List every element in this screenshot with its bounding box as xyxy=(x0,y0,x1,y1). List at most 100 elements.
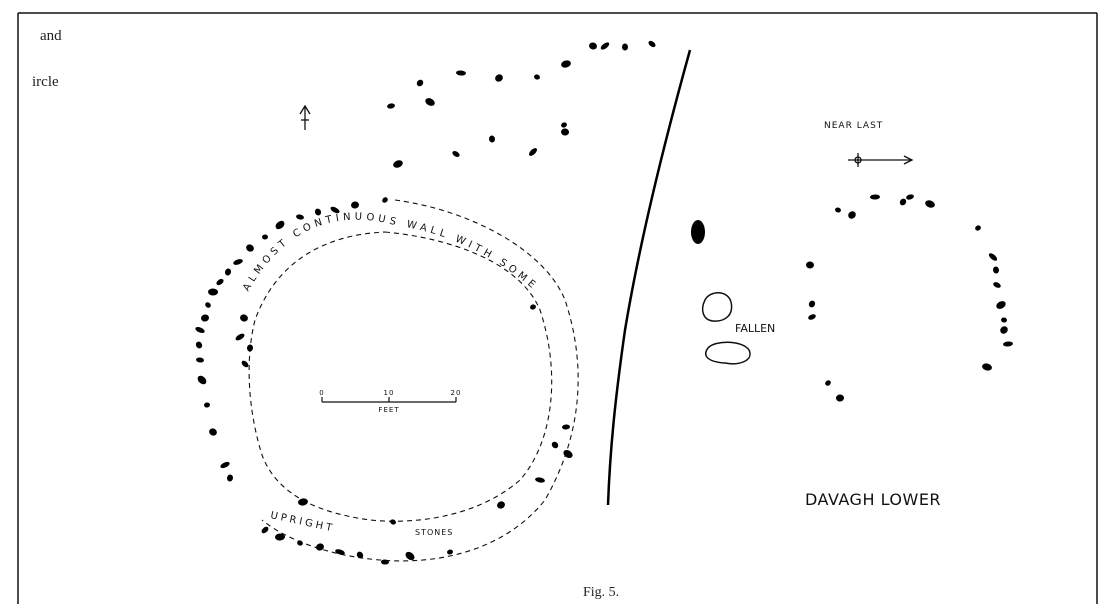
scale-bar xyxy=(321,397,457,403)
stone xyxy=(806,261,814,269)
stone xyxy=(535,477,545,483)
stone xyxy=(216,278,224,286)
stone xyxy=(425,98,435,106)
stone xyxy=(382,197,388,203)
stone xyxy=(975,225,981,231)
stone xyxy=(848,211,856,219)
scale-tick: 0 xyxy=(319,389,324,397)
stone xyxy=(224,268,232,276)
stone xyxy=(261,526,269,534)
stone xyxy=(561,60,571,68)
stone xyxy=(240,314,248,322)
stone xyxy=(452,151,460,157)
stone xyxy=(648,40,656,48)
fallen-stones xyxy=(701,292,751,365)
wall-label: ALMOST CONTINUOUS WALL WITH SOME xyxy=(241,212,540,294)
stone xyxy=(562,424,570,430)
stone xyxy=(241,360,249,368)
stone xyxy=(1001,317,1007,323)
stone xyxy=(497,501,505,509)
stone xyxy=(275,533,285,541)
stone xyxy=(296,214,304,220)
stone xyxy=(561,122,567,128)
stone xyxy=(246,244,254,252)
stone xyxy=(209,428,217,436)
stone xyxy=(1003,341,1013,347)
stone xyxy=(988,253,998,261)
site-name: DAVAGH LOWER xyxy=(805,490,941,509)
stone xyxy=(534,74,540,80)
stone xyxy=(996,301,1006,309)
stone xyxy=(390,519,396,525)
stone xyxy=(870,194,880,200)
stone xyxy=(551,441,559,449)
wall-label-path: ALMOST CONTINUOUS WALL WITH SOME xyxy=(241,212,536,294)
stone xyxy=(835,207,841,213)
stone xyxy=(992,266,1000,274)
stone xyxy=(600,42,610,50)
stone xyxy=(899,198,907,206)
stone xyxy=(622,43,628,51)
dashed-rings xyxy=(248,199,579,562)
stone xyxy=(387,103,395,109)
stone xyxy=(316,543,324,551)
stone xyxy=(589,42,597,50)
stone xyxy=(456,70,466,76)
stone xyxy=(275,220,285,230)
near-last-arrow xyxy=(848,153,914,167)
stone xyxy=(297,540,303,546)
stone xyxy=(195,341,203,349)
stone xyxy=(416,79,424,87)
margin-text: and xyxy=(40,28,62,44)
stone xyxy=(836,394,844,402)
stones xyxy=(195,40,1013,565)
boundary-line xyxy=(606,49,692,506)
stone xyxy=(204,402,210,408)
stone xyxy=(233,259,243,265)
fallen-label: FALLEN xyxy=(735,322,775,335)
stone xyxy=(808,314,816,320)
stone xyxy=(235,333,245,341)
stone xyxy=(561,128,569,136)
stone xyxy=(405,551,415,561)
caption: Fig. 5. xyxy=(583,585,619,600)
stone xyxy=(314,208,322,216)
stone xyxy=(351,201,359,209)
stone xyxy=(381,559,389,565)
stone xyxy=(246,344,254,352)
stone xyxy=(1000,326,1008,334)
stone xyxy=(298,498,308,506)
stone xyxy=(205,302,211,308)
upright-label: UPRIGHT xyxy=(269,510,335,534)
stone xyxy=(825,380,831,386)
margin-text: ircle xyxy=(32,74,59,90)
stone xyxy=(488,135,496,143)
stone xyxy=(993,282,1001,288)
stone xyxy=(262,234,268,240)
stone xyxy=(356,551,364,559)
north-arrow xyxy=(299,104,311,130)
scale-tick: 20 xyxy=(451,389,462,397)
stone xyxy=(197,375,207,385)
frame xyxy=(17,12,1098,604)
stone xyxy=(196,357,204,363)
stone xyxy=(808,300,816,308)
stone xyxy=(220,461,230,469)
stone xyxy=(201,314,209,322)
stone xyxy=(982,363,992,371)
stone xyxy=(447,549,453,555)
stone xyxy=(495,74,503,82)
stone xyxy=(226,474,234,482)
stone xyxy=(563,450,573,458)
stone xyxy=(906,194,914,200)
stone xyxy=(691,220,705,244)
stone xyxy=(330,206,340,214)
stone xyxy=(530,304,536,310)
stone xyxy=(195,326,205,334)
stone xyxy=(528,148,538,156)
near-last-label: NEAR LAST xyxy=(824,121,883,131)
scale-label: FEET xyxy=(378,406,399,414)
stone xyxy=(925,200,935,208)
